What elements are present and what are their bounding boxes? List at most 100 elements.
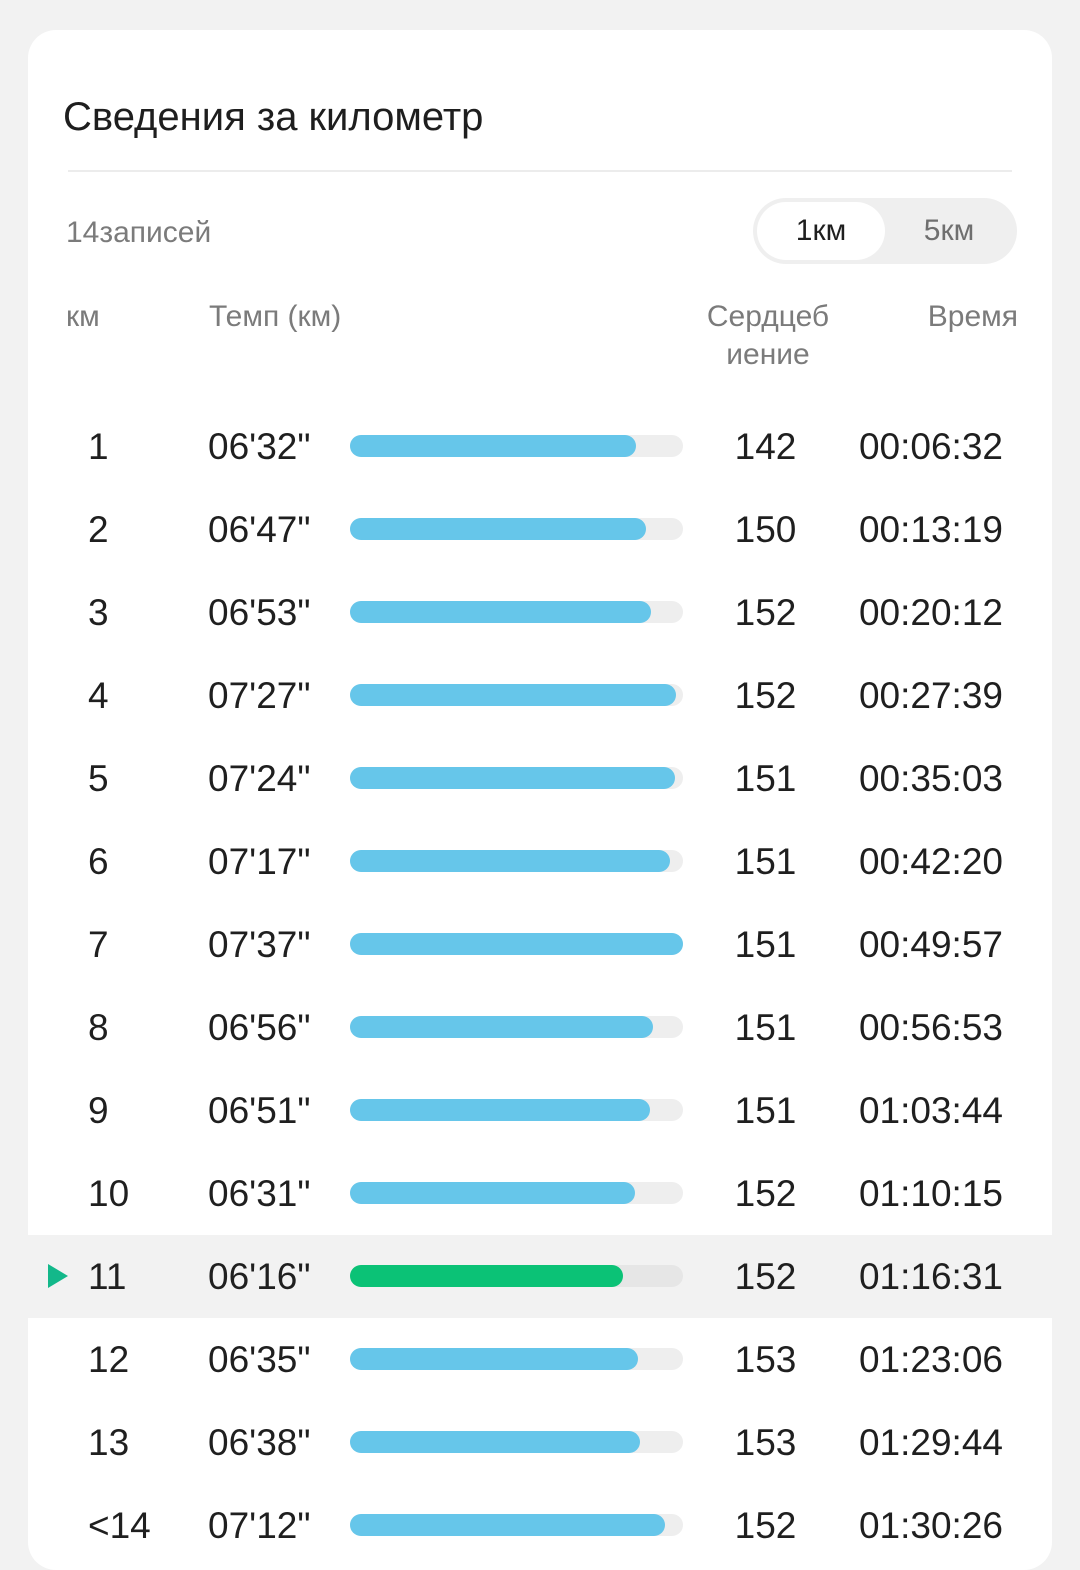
pace-bar-track	[350, 767, 683, 789]
table-row[interactable]: 2 06'47" 150 00:13:19	[28, 488, 1052, 571]
pace-bar-fill	[350, 1431, 640, 1453]
column-header-pace: Темп (км)	[209, 300, 342, 333]
km-number: 12	[88, 1339, 130, 1380]
heart-rate-value: 151	[734, 841, 797, 882]
pace-bar-fill	[350, 1514, 665, 1536]
km-number: 11	[88, 1256, 127, 1297]
pace-bar-track	[350, 1099, 683, 1121]
pace-value: 06'51"	[208, 1090, 311, 1131]
pace-value: 06'53"	[208, 592, 311, 633]
heart-rate-value: 152	[734, 675, 797, 716]
per-km-card: Сведения за километр 14записей 1км 5км к…	[28, 30, 1052, 1570]
heart-rate-value: 150	[734, 509, 797, 550]
cumulative-time: 00:35:03	[858, 758, 1003, 799]
records-count: 14записей	[66, 216, 212, 249]
km-number: 2	[88, 509, 109, 550]
pace-bar-track	[350, 1431, 683, 1453]
pace-value: 07'27"	[208, 675, 311, 716]
table-row[interactable]: 13 06'38" 153 01:29:44	[28, 1401, 1052, 1484]
pace-bar-fill	[350, 767, 675, 789]
km-number: 6	[88, 841, 109, 882]
pace-value: 06'56"	[208, 1007, 311, 1048]
pace-value: 07'37"	[208, 924, 311, 965]
km-number: 4	[88, 675, 109, 716]
table-row[interactable]: 1 06'32" 142 00:06:32	[28, 405, 1052, 488]
pace-bar-track	[350, 684, 683, 706]
heart-rate-value: 151	[734, 1090, 797, 1131]
pace-bar-track	[350, 933, 683, 955]
toggle-1km[interactable]: 1км	[757, 202, 885, 260]
table-row[interactable]: 7 07'37" 151 00:49:57	[28, 903, 1052, 986]
distance-toggle: 1км 5км	[753, 198, 1017, 264]
cumulative-time: 00:13:19	[858, 509, 1003, 550]
cumulative-time: 00:49:57	[858, 924, 1003, 965]
heart-rate-value: 153	[734, 1422, 797, 1463]
km-number: 9	[88, 1090, 109, 1131]
cumulative-time: 01:29:44	[858, 1422, 1003, 1463]
pace-bar-fill	[350, 933, 683, 955]
pace-value: 06'35"	[208, 1339, 311, 1380]
cumulative-time: 00:06:32	[858, 426, 1003, 467]
heart-rate-value: 151	[734, 924, 797, 965]
cumulative-time: 00:56:53	[858, 1007, 1003, 1048]
heart-rate-value: 151	[734, 758, 797, 799]
pace-bar-track	[350, 850, 683, 872]
column-header-time: Время	[927, 300, 1018, 333]
pace-value: 06'47"	[208, 509, 311, 550]
table-row[interactable]: 4 07'27" 152 00:27:39	[28, 654, 1052, 737]
pace-value: 07'12"	[208, 1505, 311, 1546]
km-number: 10	[88, 1173, 130, 1214]
pace-bar-track	[350, 435, 683, 457]
pace-value: 07'17"	[208, 841, 311, 882]
pace-bar-track	[350, 1182, 683, 1204]
card-title: Сведения за километр	[63, 95, 484, 139]
pace-bar-track	[350, 601, 683, 623]
pace-bar-fill	[350, 1182, 635, 1204]
heart-rate-value: 151	[734, 1007, 797, 1048]
km-number: 5	[88, 758, 109, 799]
toggle-5km[interactable]: 5км	[923, 214, 975, 247]
table-row[interactable]: <14 07'12" 152 01:30:26	[28, 1484, 1052, 1567]
km-number: <14	[88, 1505, 151, 1546]
cumulative-time: 00:27:39	[858, 675, 1003, 716]
pace-value: 06'32"	[208, 426, 311, 467]
km-number: 7	[88, 924, 109, 965]
pace-value: 06'16"	[208, 1256, 311, 1297]
cumulative-time: 00:20:12	[858, 592, 1003, 633]
pace-bar-track	[350, 1514, 683, 1536]
pace-bar-fill	[350, 1265, 624, 1287]
table-row[interactable]: 11 06'16" 152 01:16:31	[28, 1235, 1052, 1318]
km-number: 3	[88, 592, 109, 633]
table-row[interactable]: 6 07'17" 151 00:42:20	[28, 820, 1052, 903]
table-row[interactable]: 3 06'53" 152 00:20:12	[28, 571, 1052, 654]
heart-rate-value: 153	[734, 1339, 797, 1380]
table-row[interactable]: 12 06'35" 153 01:23:06	[28, 1318, 1052, 1401]
pace-bar-fill	[350, 601, 652, 623]
cumulative-time: 01:03:44	[858, 1090, 1003, 1131]
cumulative-time: 01:10:15	[858, 1173, 1003, 1214]
pace-bar-fill	[350, 435, 637, 457]
pace-bar-fill	[350, 684, 677, 706]
heart-rate-value: 152	[734, 592, 797, 633]
pace-bar-track	[350, 1265, 683, 1287]
table-row[interactable]: 10 06'31" 152 01:10:15	[28, 1152, 1052, 1235]
pace-bar-track	[350, 1016, 683, 1038]
pace-value: 07'24"	[208, 758, 311, 799]
table-row[interactable]: 5 07'24" 151 00:35:03	[28, 737, 1052, 820]
column-header-heart-rate: Сердцеб иение	[706, 300, 830, 371]
table-row[interactable]: 9 06'51" 151 01:03:44	[28, 1069, 1052, 1152]
cumulative-time: 00:42:20	[858, 841, 1003, 882]
pace-bar-track	[350, 1348, 683, 1370]
cumulative-time: 01:23:06	[858, 1339, 1003, 1380]
heart-rate-value: 152	[734, 1505, 797, 1546]
pace-bar-fill	[350, 1348, 639, 1370]
table-row[interactable]: 8 06'56" 151 00:56:53	[28, 986, 1052, 1069]
km-number: 1	[88, 426, 109, 467]
play-marker-icon	[48, 1264, 68, 1288]
title-divider	[68, 170, 1012, 172]
splits-table: 1 06'32" 142 00:06:32 2 06'47" 150 00:13:19 3 06'…	[28, 405, 1052, 1567]
pace-bar-fill	[350, 518, 647, 540]
column-header-km: км	[66, 300, 100, 333]
pace-value: 06'31"	[208, 1173, 311, 1214]
pace-value: 06'38"	[208, 1422, 311, 1463]
